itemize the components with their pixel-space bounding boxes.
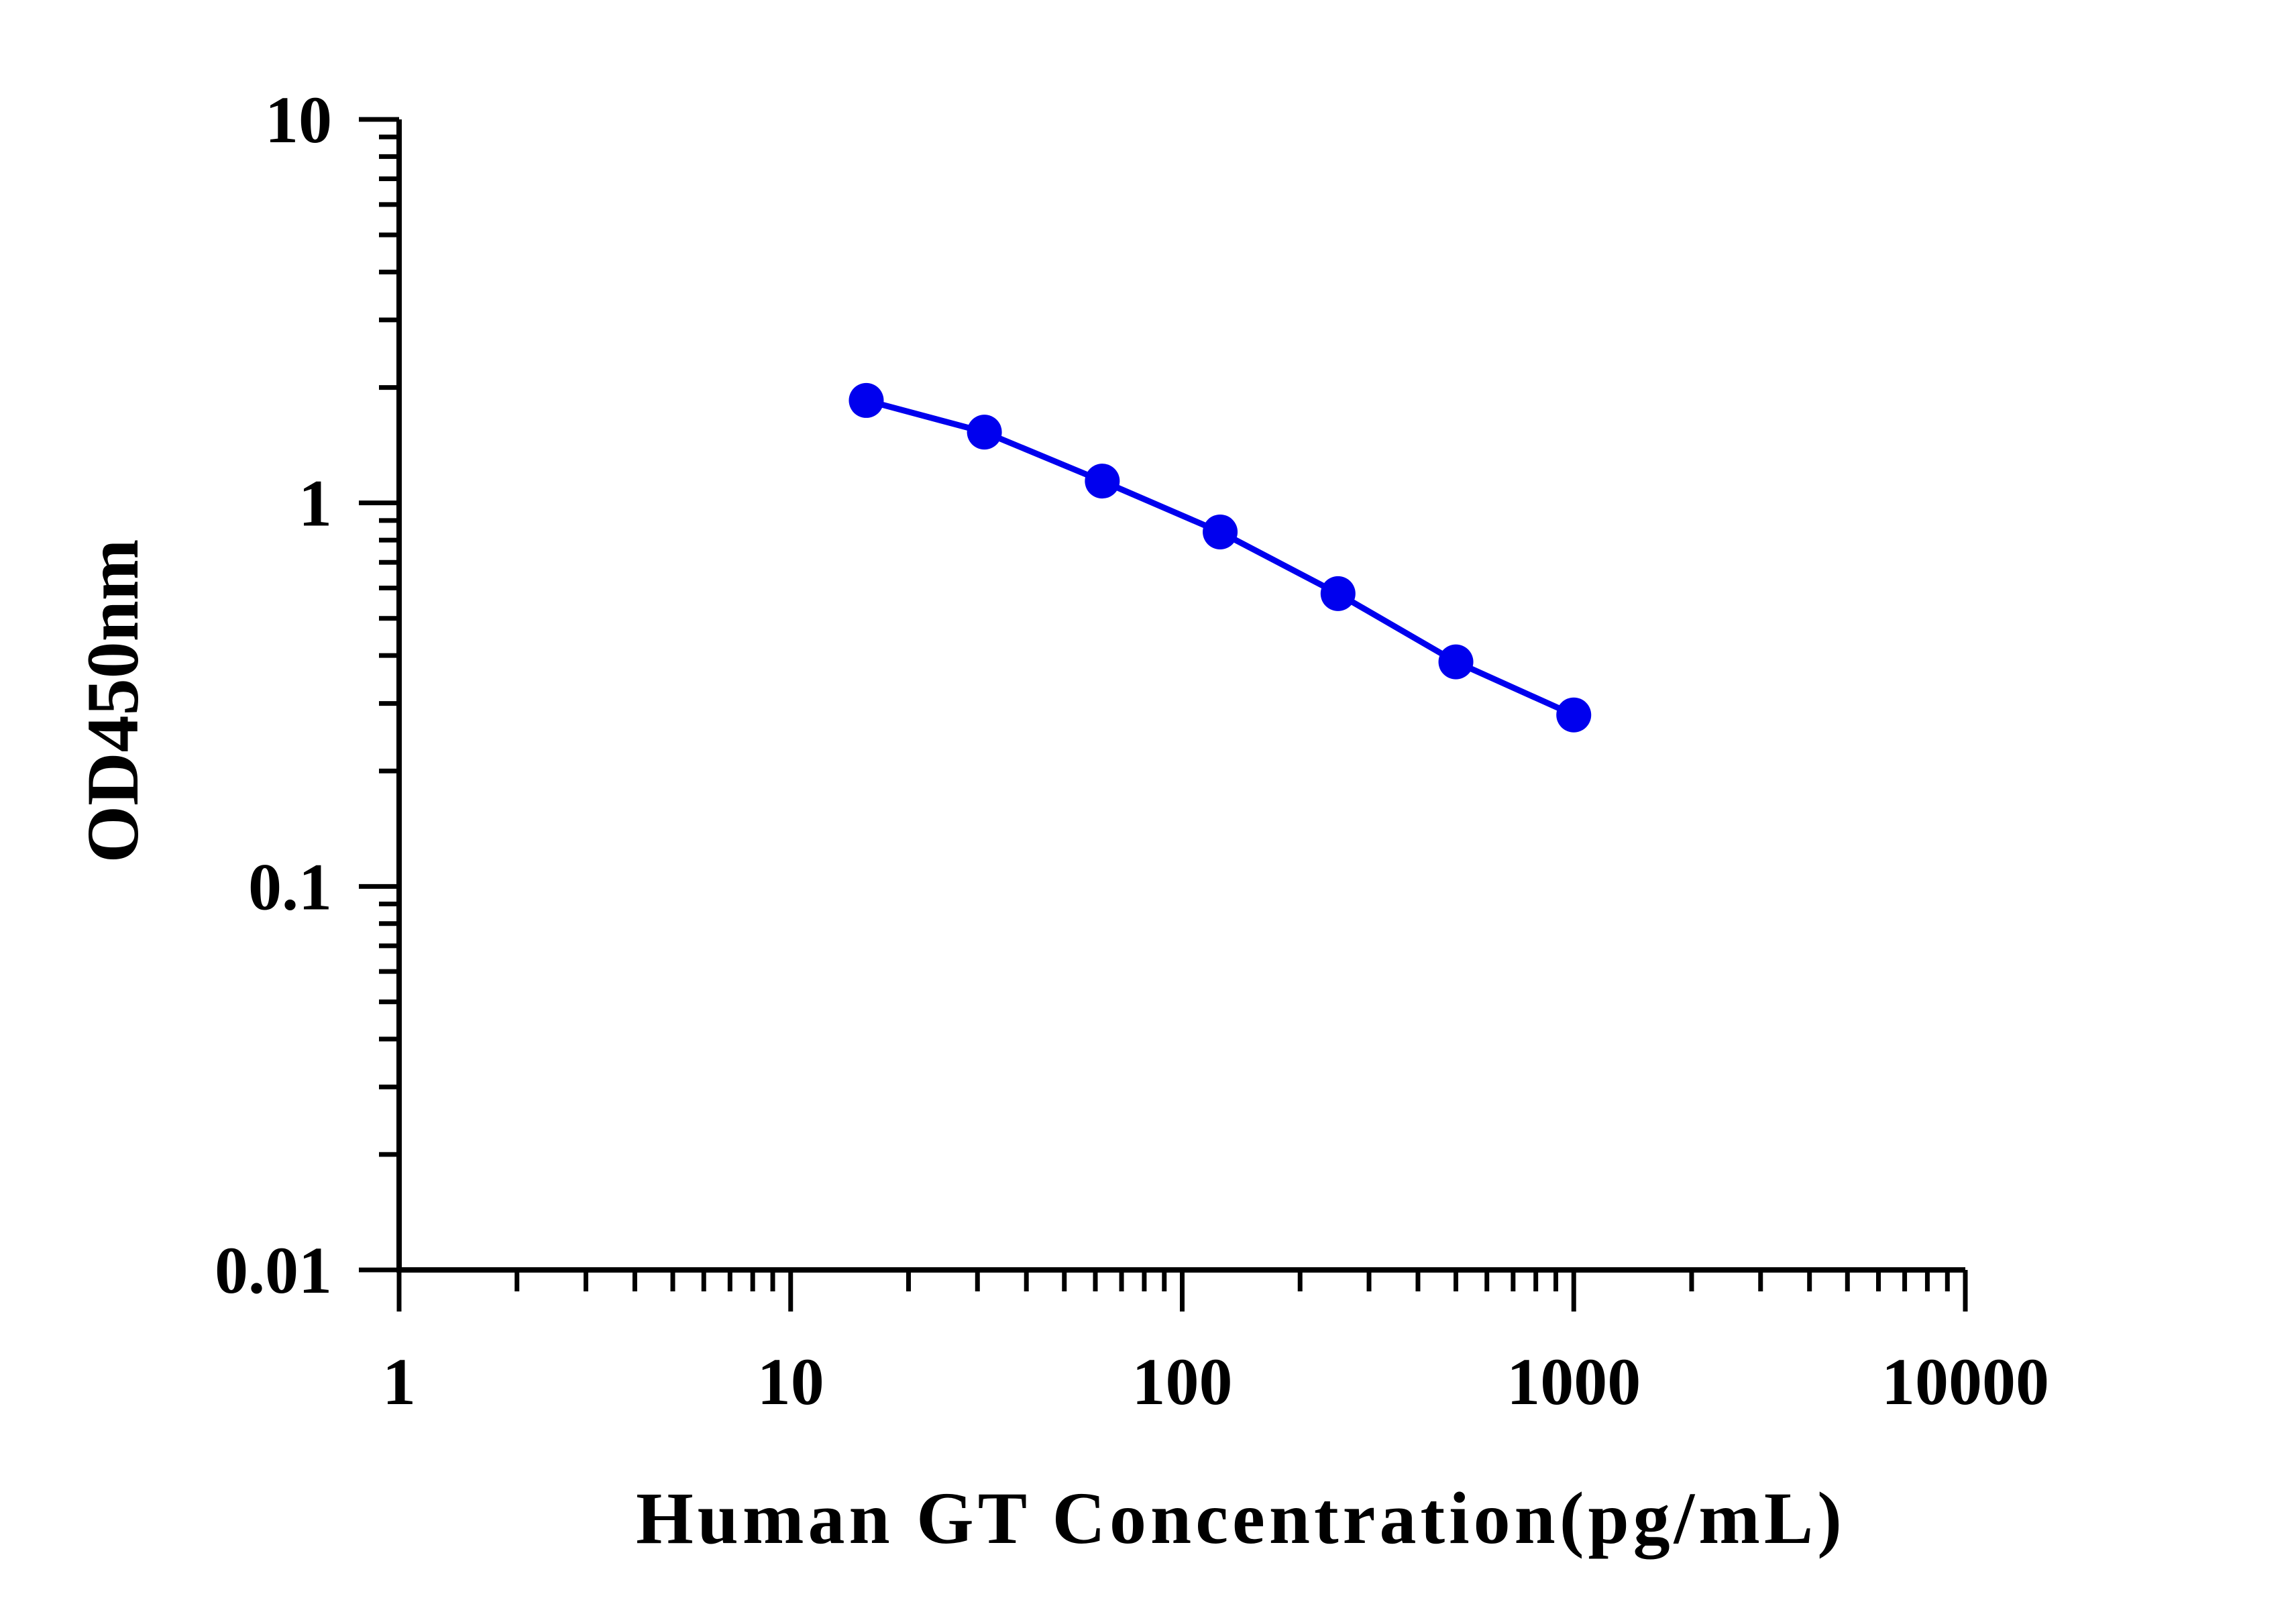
y-tick-label: 1 [298,466,332,541]
y-axis-title: OD450nm [72,539,154,863]
data-point [1203,514,1238,549]
x-tick-label: 10000 [1881,1344,2049,1419]
series-layer [849,382,1592,733]
axes [396,119,1965,1273]
y-tick-label: 0.01 [215,1233,332,1307]
x-tick-label: 1 [382,1344,416,1419]
y-tick-label: 10 [265,83,332,157]
y-axis-tick-labels: 0.01 0.1 1 10 [215,83,332,1307]
y-tick-label: 0.1 [248,849,332,924]
x-tick-label: 1000 [1507,1344,1641,1419]
data-point [1320,576,1356,611]
x-axis-tick-labels: 1 10 100 1000 10000 [382,1344,2049,1419]
x-axis-title: Human GT Concentration(pg/mL) [636,1477,1846,1559]
x-axis-ticks [396,1270,1968,1312]
x-tick-label: 10 [757,1344,824,1419]
data-point [1556,697,1592,733]
data-point [1438,644,1474,680]
x-tick-label: 100 [1132,1344,1233,1419]
data-point [967,415,1002,450]
y-axis-ticks [359,117,399,1273]
data-point [1085,464,1120,499]
data-point [849,382,884,418]
